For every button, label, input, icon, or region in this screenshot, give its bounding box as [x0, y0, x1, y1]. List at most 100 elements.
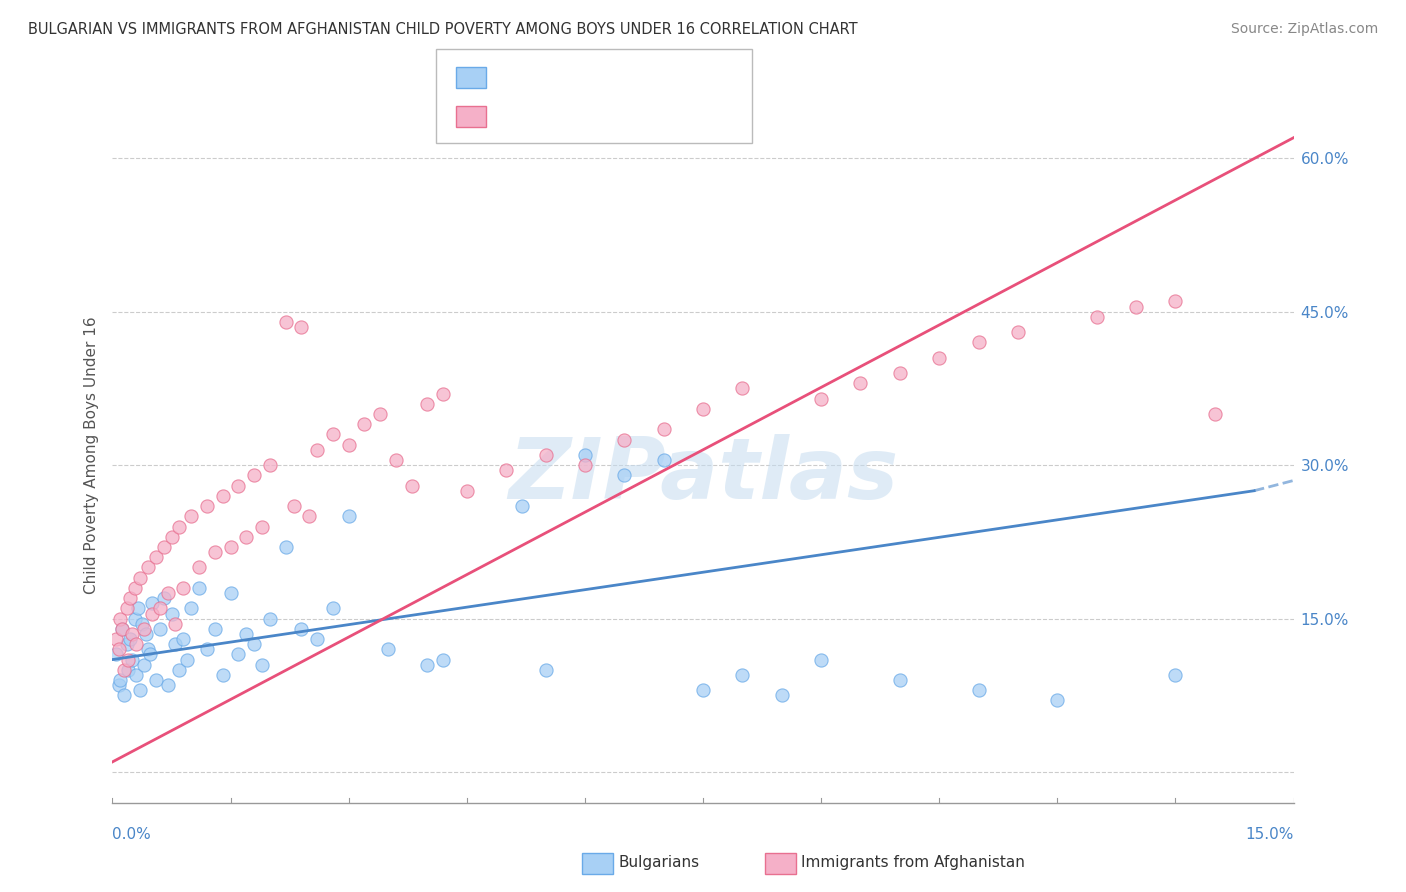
Point [139, 648, 162, 662]
Point [111, 622, 134, 636]
Text: Immigrants from Afghanistan: Immigrants from Afghanistan [801, 855, 1025, 870]
Point [117, 652, 139, 666]
Point [967, 335, 990, 350]
Point [432, 652, 454, 666]
Point [118, 591, 141, 606]
Text: Source: ZipAtlas.com: Source: ZipAtlas.com [1230, 22, 1378, 37]
Point [219, 540, 242, 554]
Point [243, 468, 266, 483]
Point [124, 612, 146, 626]
Point [136, 642, 159, 657]
Y-axis label: Child Poverty Among Boys Under 16: Child Poverty Among Boys Under 16 [83, 316, 98, 594]
Point [250, 519, 273, 533]
Point [110, 673, 132, 687]
Point [121, 652, 143, 666]
Point [889, 366, 911, 380]
Point [290, 320, 312, 334]
Point [176, 652, 198, 666]
Point [110, 612, 132, 626]
Point [1164, 294, 1187, 309]
Point [337, 438, 360, 452]
Point [141, 607, 163, 621]
Point [156, 678, 179, 692]
Point [111, 622, 134, 636]
Point [534, 663, 557, 677]
Point [810, 392, 832, 406]
Point [145, 550, 167, 565]
Point [574, 448, 596, 462]
Point [117, 663, 139, 677]
Point [235, 627, 257, 641]
Point [112, 689, 135, 703]
Point [228, 648, 250, 662]
Point [613, 468, 636, 483]
Point [172, 581, 194, 595]
Point [145, 673, 167, 687]
Point [204, 622, 226, 636]
Point [1046, 693, 1069, 707]
Point [534, 448, 557, 462]
Point [132, 622, 155, 636]
Point [510, 499, 533, 513]
Point [274, 540, 297, 554]
Point [692, 683, 714, 698]
Point [456, 483, 478, 498]
Point [250, 657, 273, 672]
Point [188, 581, 211, 595]
Point [1007, 325, 1029, 339]
Point [1164, 668, 1187, 682]
Text: R =  0.439   N = 60: R = 0.439 N = 60 [496, 68, 672, 86]
Point [121, 627, 143, 641]
Point [849, 376, 872, 391]
Point [928, 351, 950, 365]
Point [652, 453, 675, 467]
Text: ZIPatlas: ZIPatlas [508, 434, 898, 517]
Point [290, 622, 312, 636]
Point [135, 627, 157, 641]
Point [770, 689, 793, 703]
Point [195, 499, 218, 513]
Point [169, 663, 191, 677]
Point [115, 601, 138, 615]
Point [127, 601, 149, 615]
Point [195, 642, 218, 657]
Point [613, 433, 636, 447]
Point [731, 668, 754, 682]
Point [283, 499, 305, 513]
Point [377, 642, 399, 657]
Point [243, 637, 266, 651]
Point [211, 489, 233, 503]
Point [149, 601, 172, 615]
Point [180, 509, 202, 524]
Point [574, 458, 596, 472]
Point [149, 622, 172, 636]
Point [141, 596, 163, 610]
Point [368, 407, 391, 421]
Point [307, 442, 329, 457]
Point [1085, 310, 1108, 324]
Point [259, 458, 281, 472]
Point [1125, 300, 1147, 314]
Point [136, 560, 159, 574]
Point [160, 607, 183, 621]
Point [169, 519, 191, 533]
Point [132, 657, 155, 672]
Point [416, 397, 439, 411]
Point [219, 586, 242, 600]
Point [156, 586, 179, 600]
Point [889, 673, 911, 687]
Point [165, 637, 187, 651]
Point [322, 601, 344, 615]
Point [107, 642, 129, 657]
Text: 15.0%: 15.0% [1246, 827, 1294, 841]
Point [152, 591, 174, 606]
Point [112, 663, 135, 677]
Point [322, 427, 344, 442]
Point [731, 381, 754, 395]
Point [228, 478, 250, 492]
Point [652, 422, 675, 436]
Point [125, 668, 148, 682]
Text: BULGARIAN VS IMMIGRANTS FROM AFGHANISTAN CHILD POVERTY AMONG BOYS UNDER 16 CORRE: BULGARIAN VS IMMIGRANTS FROM AFGHANISTAN… [28, 22, 858, 37]
Point [235, 530, 257, 544]
Point [125, 637, 148, 651]
